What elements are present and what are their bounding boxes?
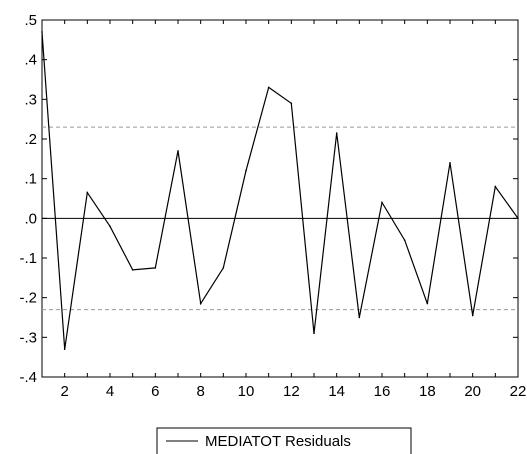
y-tick-label: -.2 <box>19 290 37 307</box>
y-tick-label: -.1 <box>19 250 37 267</box>
y-tick-label: .5 <box>24 12 37 29</box>
y-axis-ticks: .5 .4 .3 .2 .1 .0 -.1 -.2 -.3 -.4 <box>19 12 518 386</box>
legend: MEDIATOT Residuals <box>156 427 412 454</box>
data-point <box>41 31 43 33</box>
x-tick-label: 4 <box>106 383 114 400</box>
series-layer <box>41 31 519 351</box>
x-tick-label: 8 <box>196 383 204 400</box>
x-tick-label: 6 <box>151 383 159 400</box>
reference-lines <box>42 126 518 311</box>
x-tick-label: 22 <box>510 383 527 400</box>
data-point <box>109 225 111 228</box>
y-tick-label: .1 <box>24 171 37 188</box>
x-tick-label: 16 <box>374 383 391 400</box>
data-point <box>199 302 202 305</box>
x-tick-label: 10 <box>238 383 255 400</box>
y-tick-label: .4 <box>24 52 37 69</box>
data-point <box>494 185 497 188</box>
data-point <box>154 267 157 269</box>
plot-frame <box>41 19 519 378</box>
data-point <box>222 267 225 269</box>
data-point <box>403 239 406 241</box>
y-tick-label: -.3 <box>19 329 37 346</box>
data-point <box>267 86 270 89</box>
data-point <box>517 217 519 220</box>
data-point <box>358 316 361 319</box>
legend-label: MEDIATOT Residuals <box>205 433 351 450</box>
data-point <box>245 169 247 172</box>
data-point <box>290 102 293 105</box>
y-tick-label: .2 <box>24 131 37 148</box>
x-tick-label: 18 <box>419 383 436 400</box>
data-point <box>471 314 474 317</box>
y-tick-label: .3 <box>24 91 37 108</box>
data-point <box>426 302 429 305</box>
y-tick-label: -.4 <box>19 369 37 386</box>
x-tick-label: 2 <box>60 383 68 400</box>
x-tick-label: 20 <box>464 383 481 400</box>
data-point <box>313 332 315 335</box>
legend-box <box>156 427 412 454</box>
data-point <box>177 150 179 152</box>
y-tick-label: .0 <box>24 210 37 227</box>
series-line <box>41 31 519 350</box>
x-tick-label: 14 <box>328 383 345 400</box>
x-tick-label: 12 <box>283 383 300 400</box>
data-point <box>131 269 134 271</box>
data-point <box>381 201 383 204</box>
data-point <box>449 162 451 164</box>
data-point <box>86 191 89 194</box>
x-axis-ticks: 2 4 6 8 10 12 14 16 18 20 22 <box>41 20 527 400</box>
data-point <box>63 348 66 351</box>
data-point <box>335 132 338 134</box>
